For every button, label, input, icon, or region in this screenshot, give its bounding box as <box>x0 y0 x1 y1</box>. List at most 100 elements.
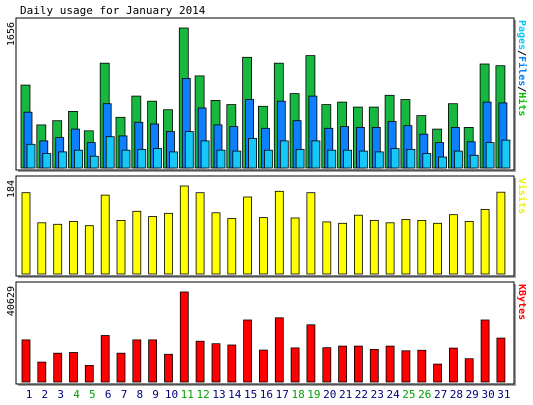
series-label-part-pages-files-hits-3: / <box>516 86 527 92</box>
bar-visits-day-7 <box>116 219 126 275</box>
bar-visits-day-18 <box>290 217 300 275</box>
x-tick-label-day-23: 23 <box>371 388 384 401</box>
bar-kbytes-day-1 <box>21 339 31 383</box>
series-label-visits: Visits <box>516 178 528 214</box>
series-label-part-pages-files-hits-4: Hits <box>516 92 528 116</box>
bar-visits-day-26 <box>417 219 427 275</box>
series-label-part-pages-files-hits-1: / <box>516 50 527 56</box>
bar-visits-day-21 <box>338 222 348 275</box>
x-tick-label-day-22: 22 <box>355 388 368 401</box>
series-label-part-pages-files-hits-2: Files <box>516 56 528 86</box>
bar-visits-day-29 <box>464 220 474 275</box>
bar-pages-day-6 <box>105 136 115 169</box>
bar-kbytes-day-29 <box>464 358 474 383</box>
bar-pages-day-30 <box>485 142 495 169</box>
bar-pages-day-28 <box>453 150 463 169</box>
bar-pages-day-1 <box>26 143 36 169</box>
bar-visits-day-8 <box>132 210 142 275</box>
bar-pages-day-25 <box>406 148 416 169</box>
x-tick-label-day-10: 10 <box>165 388 178 401</box>
bar-pages-day-2 <box>42 153 52 169</box>
x-tick-label-day-11: 11 <box>181 388 194 401</box>
bar-visits-day-23 <box>369 219 379 275</box>
bar-pages-day-7 <box>121 149 131 169</box>
series-label-part-visits-0: Visits <box>516 178 528 214</box>
bar-visits-day-1 <box>21 192 31 275</box>
bar-visits-day-3 <box>53 223 63 275</box>
y-max-label-pages-files-hits: 1656 <box>6 22 17 46</box>
bar-pages-day-26 <box>422 153 432 169</box>
bar-kbytes-day-12 <box>195 340 205 383</box>
bar-visits-day-10 <box>164 212 173 275</box>
x-tick-label-day-28: 28 <box>450 388 463 401</box>
bar-kbytes-day-20 <box>322 347 332 383</box>
bar-kbytes-day-4 <box>69 352 78 383</box>
series-label-part-kbytes-0: KBytes <box>516 284 527 320</box>
bar-visits-day-9 <box>148 216 158 275</box>
x-tick-label-day-17: 17 <box>276 388 289 401</box>
bar-kbytes-day-27 <box>433 363 443 383</box>
bar-pages-day-5 <box>89 155 99 169</box>
bar-visits-day-28 <box>448 214 458 275</box>
bar-pages-day-31 <box>501 139 511 169</box>
bar-pages-day-19 <box>311 140 321 169</box>
chart-title: Daily usage for January 2014 <box>20 4 206 17</box>
bar-visits-day-17 <box>274 190 284 275</box>
bar-kbytes-day-19 <box>306 324 316 383</box>
y-max-label-kbytes: 40629 <box>6 286 17 316</box>
bar-visits-day-6 <box>100 194 110 275</box>
bar-kbytes-day-15 <box>243 319 253 383</box>
x-tick-label-day-14: 14 <box>228 388 242 401</box>
bar-pages-day-15 <box>248 137 258 169</box>
bar-pages-day-18 <box>295 148 305 169</box>
x-tick-label-day-2: 2 <box>41 388 48 401</box>
bar-visits-day-24 <box>385 222 395 275</box>
bar-pages-day-23 <box>374 151 384 169</box>
x-tick-label-day-24: 24 <box>386 388 400 401</box>
x-tick-label-day-21: 21 <box>339 388 352 401</box>
bar-visits-day-19 <box>306 192 316 275</box>
bar-kbytes-day-31 <box>496 337 506 383</box>
x-tick-label-day-9: 9 <box>152 388 159 401</box>
bar-pages-day-16 <box>263 149 273 169</box>
bar-kbytes-day-13 <box>211 343 221 383</box>
bar-kbytes-day-30 <box>480 319 490 383</box>
bar-kbytes-day-9 <box>148 339 158 383</box>
bar-pages-day-3 <box>58 151 68 169</box>
series-label-pages-files-hits: Pages/Files/Hits <box>516 20 528 116</box>
bar-pages-day-20 <box>327 149 337 169</box>
bar-visits-day-5 <box>84 225 94 275</box>
x-tick-label-day-27: 27 <box>434 388 447 401</box>
x-tick-label-day-1: 1 <box>26 388 33 401</box>
bar-kbytes-day-23 <box>369 348 379 383</box>
bar-visits-day-15 <box>243 196 253 275</box>
bar-pages-day-17 <box>279 140 289 169</box>
x-tick-label-day-13: 13 <box>212 388 225 401</box>
bar-kbytes-day-5 <box>84 364 94 383</box>
x-tick-label-day-4: 4 <box>73 388 80 401</box>
bar-visits-day-31 <box>496 191 506 275</box>
bar-pages-day-14 <box>232 150 242 169</box>
bar-visits-day-13 <box>211 212 221 275</box>
y-max-label-visits: 184 <box>6 180 17 198</box>
bar-pages-day-8 <box>137 148 147 169</box>
bar-pages-day-9 <box>153 148 163 169</box>
x-tick-label-day-19: 19 <box>307 388 320 401</box>
bar-visits-day-4 <box>69 220 78 275</box>
bar-kbytes-day-28 <box>448 347 458 383</box>
bar-visits-day-16 <box>258 217 268 275</box>
bar-kbytes-day-16 <box>258 349 268 383</box>
x-tick-label-day-31: 31 <box>497 388 510 401</box>
x-tick-label-day-3: 3 <box>57 388 64 401</box>
bar-kbytes-day-22 <box>353 345 363 383</box>
bar-visits-day-25 <box>401 219 411 275</box>
x-tick-label-day-5: 5 <box>89 388 96 401</box>
bar-kbytes-day-3 <box>53 352 63 383</box>
bar-kbytes-day-10 <box>164 353 173 383</box>
bar-visits-day-11 <box>179 185 189 275</box>
bar-visits-day-27 <box>433 222 443 275</box>
bar-visits-day-22 <box>353 214 363 275</box>
series-label-kbytes: KBytes <box>516 284 527 320</box>
bar-pages-day-24 <box>390 148 400 169</box>
